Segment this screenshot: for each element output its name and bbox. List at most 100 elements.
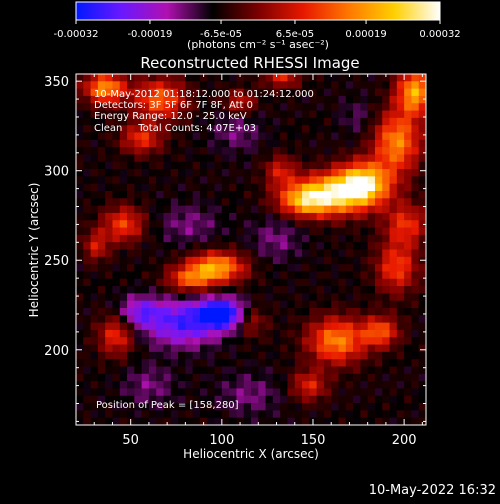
- heatmap-cell: [148, 322, 157, 331]
- heatmap-cell: [178, 366, 186, 375]
- heatmap-cell: [309, 322, 318, 331]
- heatmap-cell: [141, 74, 150, 82]
- heatmap-cell: [272, 176, 281, 185]
- heatmap-cell: [360, 264, 369, 273]
- heatmap-cell: [90, 308, 99, 316]
- heatmap-cell: [199, 329, 208, 338]
- heatmap-cell: [294, 417, 303, 425]
- heatmap-cell: [353, 308, 361, 316]
- heatmap-cell: [243, 417, 252, 425]
- heatmap-cell: [280, 198, 289, 207]
- heatmap-cell: [287, 125, 296, 134]
- heatmap-cell: [156, 315, 165, 324]
- heatmap-cell: [382, 381, 391, 390]
- heatmap-cell: [141, 366, 150, 375]
- heatmap-cell: [287, 264, 296, 273]
- heatmap-cell: [134, 300, 143, 309]
- heatmap-cell: [287, 300, 296, 309]
- heatmap-cell: [112, 308, 121, 316]
- heatmap-cell: [309, 117, 318, 126]
- heatmap-cell: [127, 366, 135, 375]
- heatmap-cell: [221, 117, 230, 126]
- heatmap-cell: [141, 373, 150, 382]
- heatmap-cell: [243, 322, 252, 331]
- heatmap-cell: [411, 125, 420, 134]
- heatmap-cell: [112, 395, 121, 404]
- heatmap-cell: [309, 139, 318, 148]
- heatmap-cell: [287, 95, 296, 104]
- heatmap-cell: [251, 315, 259, 324]
- heatmap-cell: [243, 337, 252, 346]
- heatmap-cell: [236, 110, 245, 119]
- heatmap-cell: [141, 388, 150, 397]
- heatmap-cell: [221, 132, 230, 141]
- heatmap-cell: [280, 110, 289, 119]
- heatmap-cell: [90, 242, 99, 251]
- heatmap-cell: [265, 315, 274, 324]
- heatmap-cell: [316, 249, 325, 258]
- heatmap-cell: [331, 278, 340, 287]
- heatmap-cell: [374, 139, 383, 148]
- heatmap-cell: [367, 403, 376, 411]
- heatmap-cell: [272, 191, 281, 199]
- heatmap-cell: [90, 74, 99, 82]
- heatmap-cell: [302, 139, 310, 148]
- heatmap-cell: [280, 395, 289, 404]
- heatmap-cell: [76, 191, 84, 199]
- heatmap-cell: [221, 169, 230, 177]
- heatmap-cell: [214, 191, 223, 199]
- heatmap-cell: [163, 103, 172, 112]
- heatmap-cell: [163, 183, 172, 192]
- heatmap-cell: [316, 154, 325, 163]
- heatmap-cell: [389, 256, 398, 265]
- heatmap-cell: [287, 81, 296, 90]
- heatmap-cell: [156, 417, 165, 425]
- heatmap-cell: [112, 381, 121, 390]
- heatmap-cell: [265, 227, 274, 236]
- heatmap-cell: [163, 256, 172, 265]
- heatmap-cell: [76, 125, 84, 134]
- heatmap-cell: [170, 359, 179, 368]
- heatmap-cell: [141, 278, 150, 287]
- heatmap-cell: [323, 315, 332, 324]
- heatmap-cell: [251, 264, 259, 273]
- heatmap-cell: [331, 381, 340, 390]
- heatmap-cell: [229, 74, 238, 82]
- heatmap-cell: [360, 198, 369, 207]
- heatmap-cell: [411, 256, 420, 265]
- heatmap-cell: [294, 388, 303, 397]
- heatmap-cell: [192, 300, 201, 309]
- heatmap-cell: [156, 337, 165, 346]
- heatmap-cell: [272, 315, 281, 324]
- heatmap-cell: [229, 403, 238, 411]
- heatmap-cell: [251, 242, 259, 251]
- heatmap-cell: [411, 388, 420, 397]
- heatmap-cell: [374, 366, 383, 375]
- colorbar: [75, 1, 441, 21]
- heatmap-cell: [258, 198, 267, 207]
- heatmap-cell: [163, 366, 172, 375]
- heatmap-cell: [374, 117, 383, 126]
- heatmap-cell: [411, 366, 420, 375]
- heatmap-cell: [258, 81, 267, 90]
- heatmap-cell: [396, 220, 405, 229]
- heatmap-cell: [76, 373, 84, 382]
- heatmap-cell: [97, 329, 106, 338]
- heatmap-cell: [207, 103, 216, 112]
- heatmap-cell: [119, 147, 128, 156]
- heatmap-cell: [411, 417, 420, 425]
- heatmap-cell: [221, 88, 230, 97]
- heatmap-cell: [404, 74, 413, 82]
- heatmap-cell: [258, 293, 267, 302]
- heatmap-cell: [163, 373, 172, 382]
- heatmap-cell: [302, 359, 310, 368]
- heatmap-cell: [243, 249, 252, 258]
- heatmap-cell: [76, 147, 84, 156]
- heatmap-cell: [221, 147, 230, 156]
- heatmap-cell: [170, 212, 179, 221]
- heatmap-cell: [119, 286, 128, 294]
- heatmap-cell: [323, 220, 332, 229]
- heatmap-cell: [97, 161, 106, 170]
- heatmap-cell: [185, 351, 194, 360]
- heatmap-cell: [105, 205, 114, 214]
